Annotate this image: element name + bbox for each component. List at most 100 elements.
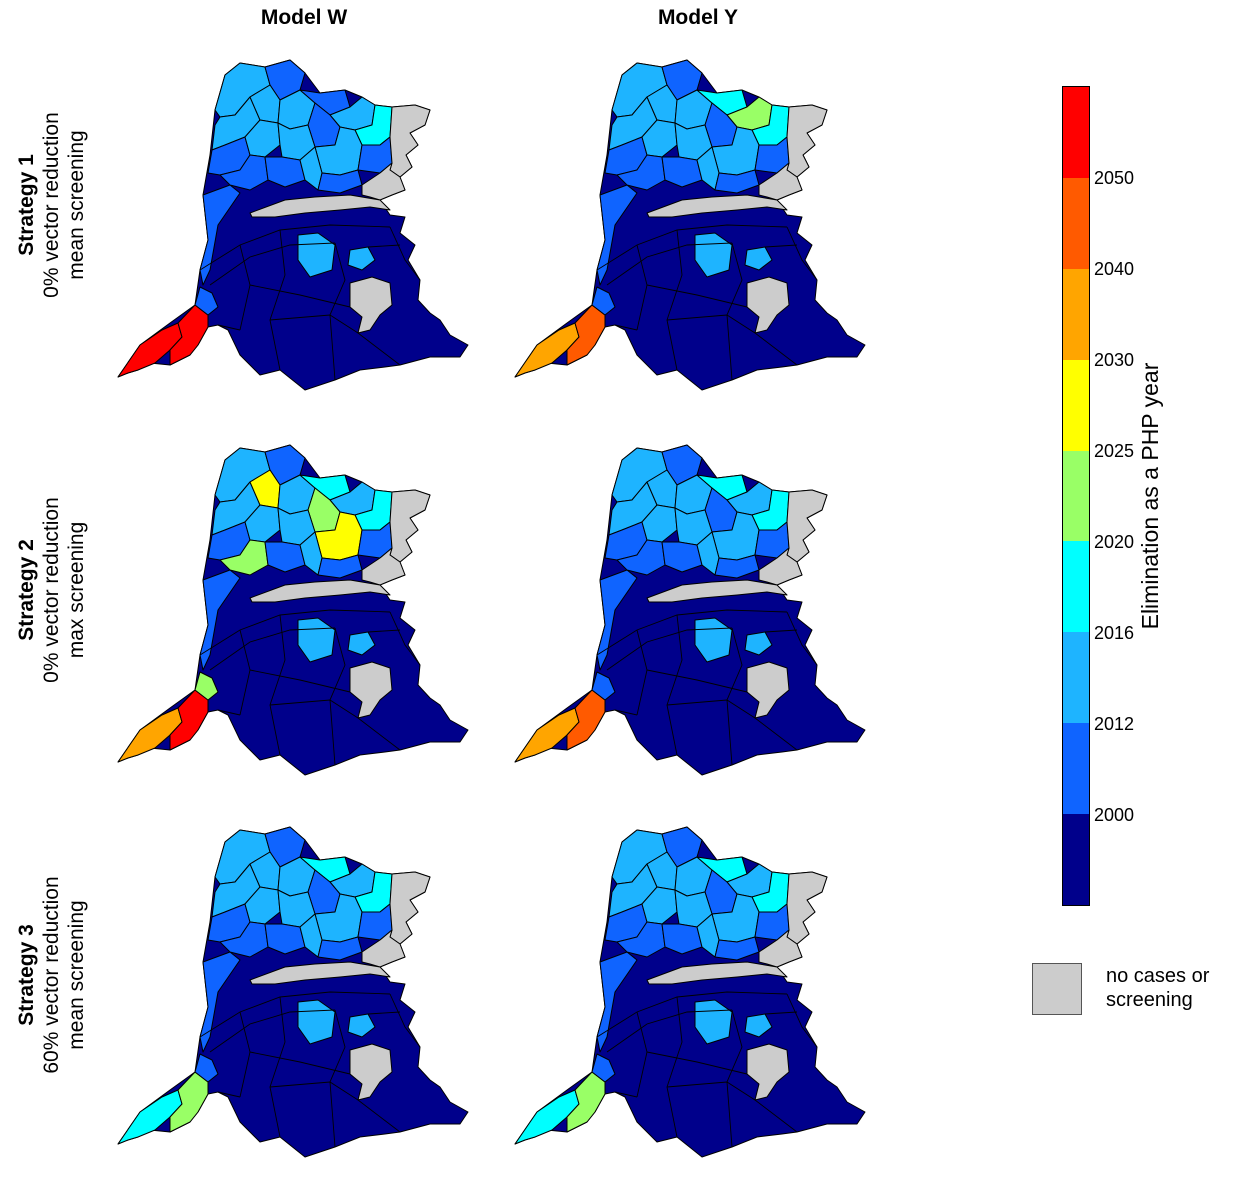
district-region [746,276,790,334]
district-boundary [367,629,401,633]
district-boundary [666,614,683,756]
colorbar-tick: 2050 [1094,168,1135,188]
district-boundary [209,242,336,286]
district-region [786,489,828,563]
district-boundary [614,1091,638,1098]
district-region [347,631,376,656]
colorbar-segment [1063,632,1089,724]
district-boundary [217,324,241,331]
district-boundary [666,229,683,371]
district-boundary [614,709,638,716]
district-region [347,246,376,271]
choropleth-map [117,59,469,391]
colorbar-segment [1063,359,1089,451]
district-region [349,1043,393,1101]
map-model-y-strategy-2 [497,430,897,805]
district-boundary [269,996,286,1138]
row-line-1: 60% vector reduction [40,876,63,1074]
district-boundary [269,229,286,371]
map-model-w-strategy-2 [100,430,500,805]
colorbar-tick: 2040 [1094,259,1135,279]
district-boundary [209,1009,336,1053]
row-line-1: 0% vector reduction [40,112,63,298]
district-boundary [726,1009,743,1148]
district-boundary [786,611,818,666]
district-region [249,194,391,218]
district-boundary [389,226,421,281]
choropleth-map [117,444,469,776]
colorbar-tick: 2030 [1094,350,1135,370]
no-cases-label-line-1: no cases or [1106,965,1210,987]
district-region [361,162,406,201]
district-boundary [329,627,346,766]
district-region [349,661,393,719]
district-region [646,961,788,985]
map-model-w-strategy-3 [100,812,500,1187]
district-boundary [666,1081,798,1133]
district-boundary [646,284,748,308]
district-region [758,929,803,968]
colorbar-tick: 2012 [1094,714,1135,734]
colorbar-segment [1063,177,1089,269]
map-model-y-strategy-3 [497,812,897,1187]
colorbar-tick: 2016 [1094,623,1135,643]
map-model-y-strategy-1 [497,45,897,420]
district-boundary [726,627,743,766]
colorbar-segment [1063,541,1089,633]
choropleth-map [117,826,469,1158]
district-region [194,286,219,316]
district-region [591,286,616,316]
district-region [199,569,241,671]
choropleth-map [514,826,866,1158]
district-region [646,579,788,603]
row-label-strategy-1: Strategy 1 0% vector reduction mean scre… [14,40,94,370]
district-region [596,184,638,286]
district-boundary [786,226,818,281]
colorbar-tick: 2000 [1094,805,1135,825]
district-region [596,569,638,671]
row-title: Strategy 3 [15,924,38,1026]
district-region [389,871,431,945]
district-region [389,489,431,563]
district-region [758,162,803,201]
colorbar-tick: 2025 [1094,441,1135,461]
row-line-2: mean screening [65,130,88,280]
district-boundary [217,1091,241,1098]
colorbar-segment [1063,723,1089,814]
row-title: Strategy 2 [15,539,38,641]
row-label-strategy-3: Strategy 3 60% vector reduction mean scr… [14,810,94,1140]
district-region [746,661,790,719]
colorbar-title: Elimination as a PHP year [1137,362,1163,630]
district-region [646,194,788,218]
district-region [591,1053,616,1083]
district-region [744,246,773,271]
district-boundary [666,699,798,751]
row-line-2: max screening [65,521,88,659]
district-boundary [646,1051,748,1075]
district-region [349,276,393,334]
column-title-model-w: Model W [260,6,348,29]
colorbar-tick: 2020 [1094,532,1135,552]
district-boundary [389,611,421,666]
district-region [786,871,828,945]
district-region [744,1013,773,1038]
district-region [249,579,391,603]
district-region [194,1053,219,1083]
district-region [591,671,616,701]
district-boundary [606,627,733,671]
district-boundary [646,669,748,693]
district-boundary [329,1009,346,1148]
district-boundary [269,1081,401,1133]
colorbar-segment [1063,450,1089,542]
district-boundary [249,284,351,308]
column-title-model-y: Model Y [657,6,739,29]
colorbar-segment [1063,268,1089,360]
district-boundary [389,993,421,1048]
row-line-1: 0% vector reduction [40,497,63,683]
district-region [744,631,773,656]
no-cases-label: no cases or screening [1106,964,1209,1012]
no-cases-label-line-2: screening [1106,989,1193,1011]
district-boundary [764,629,798,633]
district-region [361,929,406,968]
district-region [199,184,241,286]
